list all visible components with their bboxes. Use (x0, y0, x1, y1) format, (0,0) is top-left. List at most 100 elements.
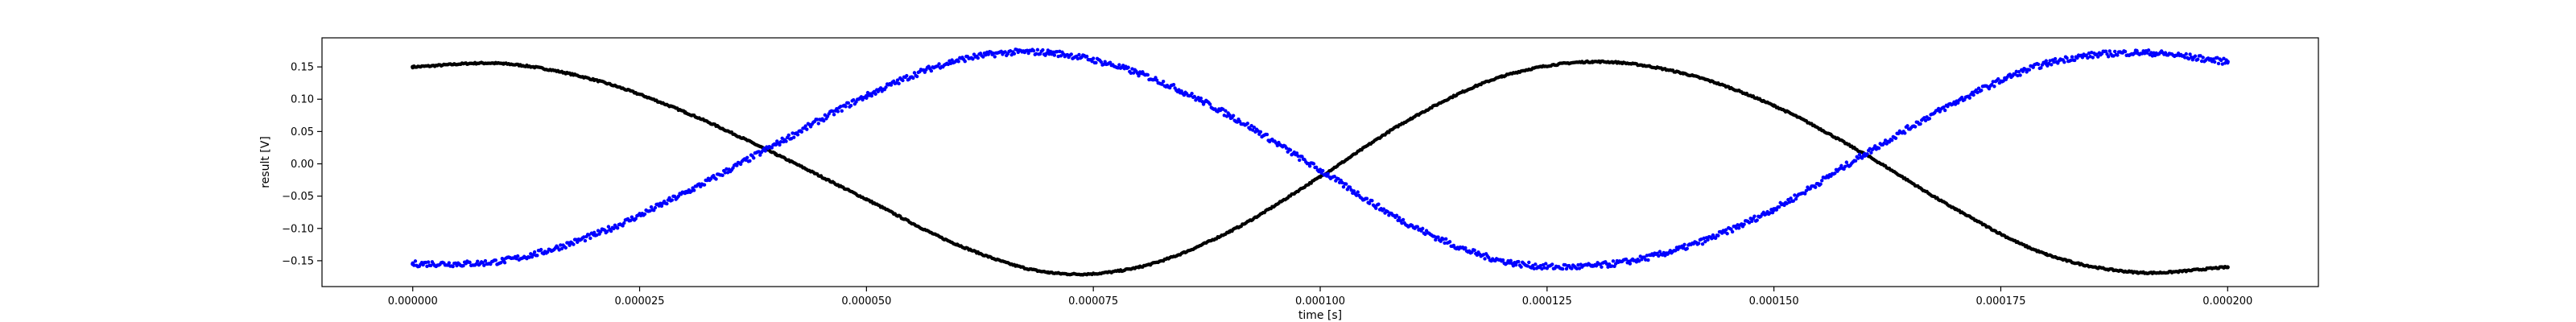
sample-dot (1356, 190, 1360, 194)
y-tick-label: −0.15 (282, 255, 314, 267)
sample-dot (1321, 168, 1325, 173)
sample-dot (1443, 241, 1447, 246)
sample-dot (1501, 258, 1505, 262)
sample-dot (2146, 48, 2151, 52)
sample-dot (1903, 131, 1907, 135)
sample-dot (1905, 124, 1909, 128)
sample-dot (1804, 188, 1809, 193)
sample-dot (752, 156, 756, 160)
sample-dot (1199, 96, 1203, 101)
sample-dot (499, 261, 503, 265)
y-tick-label: −0.05 (282, 191, 314, 203)
sample-dot (1364, 196, 1369, 200)
sample-dot (1200, 99, 1204, 104)
sample-dot (1252, 125, 1257, 130)
sample-dot (2008, 72, 2012, 76)
sample-dot (1154, 78, 1159, 82)
sample-dot (535, 254, 539, 258)
sample-dot (1730, 229, 1735, 234)
sample-dot (2196, 57, 2200, 61)
sample-dot (476, 259, 480, 263)
sample-dot (1942, 105, 1946, 109)
sample-dot (1385, 209, 1389, 214)
sample-dot (763, 149, 767, 153)
sample-dot (1564, 266, 1569, 271)
sample-dot (758, 153, 762, 157)
sample-dot (738, 162, 743, 167)
sample-dot (1820, 179, 1824, 183)
y-tick-label: 0.00 (291, 159, 314, 171)
sample-dot (1326, 171, 1330, 176)
sample-dot (956, 60, 960, 64)
sample-dot (1091, 56, 1096, 60)
sample-dot (1532, 266, 1536, 270)
sample-dot (986, 52, 990, 56)
sample-dot (2140, 52, 2145, 56)
sample-dot (1182, 93, 1187, 97)
sample-dot (653, 205, 658, 210)
sample-dot (2052, 60, 2056, 64)
sample-dot (2219, 58, 2223, 63)
sample-dot (799, 130, 804, 134)
sample-dot (606, 225, 611, 229)
x-tick-label: 0.000025 (615, 295, 665, 308)
sample-dot (1099, 60, 1104, 64)
sample-dot (2021, 69, 2025, 73)
sample-dot (905, 73, 909, 78)
sample-dot (2053, 56, 2058, 61)
sample-dot (1396, 218, 1400, 223)
sample-dot (2198, 54, 2202, 58)
sample-dot (1527, 260, 1531, 265)
sample-dot (1251, 128, 1255, 132)
sample-dot (515, 254, 520, 258)
sample-dot (1604, 262, 1609, 266)
sample-dot (1441, 237, 1446, 242)
sample-dot (1190, 91, 1194, 96)
sample-dot (714, 177, 718, 181)
sample-dot (840, 109, 844, 114)
sample-dot (2107, 49, 2112, 53)
sample-dot (1774, 208, 1779, 212)
sample-dot (1447, 240, 1452, 244)
sample-dot (1348, 185, 1352, 189)
sample-dot (720, 173, 724, 177)
x-tick-label: 0.000150 (1749, 295, 1799, 308)
sample-dot (588, 236, 592, 241)
sample-dot (1657, 250, 1662, 254)
sample-dot (1956, 101, 1960, 105)
sample-dot (1989, 83, 1994, 87)
x-tick-label: 0.000100 (1295, 295, 1345, 308)
sample-dot (1976, 86, 1981, 90)
sample-dot (2123, 49, 2128, 54)
sample-dot (971, 57, 975, 61)
sample-dot (447, 261, 452, 265)
sample-dot (609, 229, 613, 233)
sample-dot (1094, 60, 1098, 65)
sample-dot (1913, 125, 1918, 129)
sample-dot (1736, 223, 1740, 227)
sample-dot (1026, 51, 1030, 56)
sample-dot (615, 226, 620, 230)
sample-dot (1613, 262, 1618, 266)
sample-dot (1171, 82, 1176, 87)
sample-dot (1611, 259, 1616, 263)
sample-dot (2222, 56, 2226, 60)
x-tick-label: 0.000175 (1975, 295, 2025, 308)
sample-dot (1839, 163, 1843, 168)
sample-dot (836, 109, 840, 114)
sample-dot (1927, 117, 1932, 121)
series-layer (411, 47, 2230, 277)
sample-dot (1509, 258, 1513, 262)
sample-dot (1265, 132, 1269, 137)
sample-dot (2044, 59, 2049, 63)
sample-dot (1893, 136, 1898, 140)
sample-dot (889, 83, 894, 87)
sample-dot (1644, 258, 1648, 262)
sample-dot (412, 263, 416, 267)
sample-dot (2039, 66, 2043, 70)
sample-dot (2132, 52, 2136, 56)
sample-dot (1544, 262, 1548, 266)
y-tick-label: 0.10 (291, 94, 314, 106)
sample-dot (1833, 171, 1837, 175)
sample-dot (1729, 227, 1733, 231)
